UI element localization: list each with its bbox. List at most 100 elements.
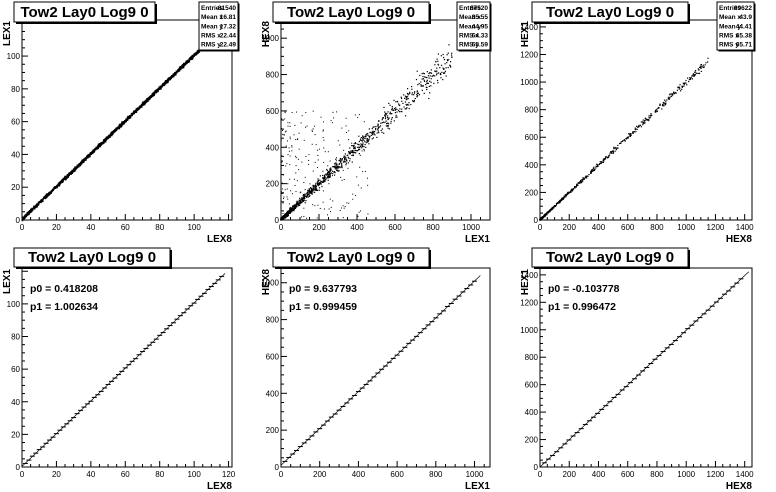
scatter-point — [296, 201, 298, 204]
outlier-point — [283, 133, 285, 135]
scatter-point — [560, 199, 562, 201]
scatter-point — [381, 117, 384, 119]
scatter-point — [641, 121, 644, 123]
scatter-point — [286, 215, 289, 217]
scatter-point — [157, 88, 159, 91]
scatter-point — [325, 178, 327, 181]
scatter-point — [409, 92, 411, 94]
scatter-point — [433, 82, 435, 85]
scatter-point — [673, 91, 675, 93]
outlier-point — [286, 196, 288, 198]
scatter-point — [24, 214, 27, 216]
scatter-point — [565, 195, 567, 197]
scatter-point — [645, 118, 647, 120]
scatter-point — [78, 164, 81, 167]
outlier-point — [357, 215, 359, 217]
scatter-point — [623, 139, 626, 141]
outlier-point — [282, 188, 284, 190]
scatter-point — [62, 177, 65, 180]
x-tick-label: 1000 — [677, 470, 695, 479]
x-axis-label: LEX8 — [207, 481, 232, 492]
scatter-point — [167, 77, 170, 80]
scatter-point — [617, 144, 619, 147]
y-tick-label: 600 — [266, 107, 280, 116]
outlier-point — [289, 125, 291, 127]
scatter-point — [561, 198, 564, 200]
scatter-point — [349, 158, 351, 160]
scatter-point — [322, 180, 324, 182]
scatter-point — [443, 72, 445, 74]
scatter-point — [353, 152, 355, 154]
scatter-point — [540, 218, 542, 220]
scatter-point — [401, 108, 403, 110]
outlier-point — [333, 117, 335, 119]
scatter-point — [552, 207, 554, 209]
scatter-point — [451, 52, 453, 54]
scatter-point — [176, 70, 178, 73]
outlier-point — [287, 125, 289, 127]
outlier-point — [298, 169, 300, 171]
scatter-point — [401, 100, 403, 102]
scatter-point — [318, 187, 321, 189]
scatter-point — [107, 137, 109, 140]
scatter-point — [450, 54, 453, 56]
scatter-point — [702, 64, 704, 66]
scatter-point — [30, 209, 32, 211]
scatter-point — [384, 111, 386, 113]
scatter-point — [435, 60, 437, 63]
outlier-point — [304, 189, 306, 191]
scatter-point — [62, 179, 65, 181]
scatter-point — [321, 185, 323, 188]
outlier-point — [326, 214, 328, 216]
y-tick-label: 1000 — [520, 78, 538, 87]
scatter-point — [408, 107, 410, 110]
scatter-point — [71, 172, 74, 174]
outlier-point — [324, 151, 326, 153]
x-tick-label: 0 — [538, 223, 543, 232]
scatter-point — [357, 146, 359, 148]
scatter-point — [438, 72, 440, 74]
outlier-point — [319, 182, 321, 184]
outlier-point — [306, 125, 308, 127]
scatter-point — [330, 168, 332, 170]
scatter-point — [594, 168, 596, 171]
scatter-point — [391, 107, 393, 109]
scatter-point — [365, 137, 367, 140]
scatter-point — [179, 65, 182, 68]
scatter-point — [591, 169, 593, 171]
scatter-point — [331, 170, 334, 172]
outlier-point — [295, 155, 297, 157]
scatter-point — [694, 74, 696, 76]
outlier-point — [355, 195, 357, 197]
scatter-point — [417, 92, 420, 94]
scatter-point — [351, 152, 354, 154]
outlier-point — [332, 175, 334, 177]
scatter-point — [378, 120, 380, 122]
scatter-point — [285, 215, 287, 217]
scatter-point — [615, 147, 617, 149]
scatter-point — [332, 166, 334, 168]
scatter-point — [358, 148, 360, 150]
stats-value: 44.95 — [472, 23, 489, 30]
scatter-point — [376, 132, 378, 134]
outlier-point — [335, 160, 337, 162]
outlier-point — [320, 116, 322, 118]
scatter-point — [156, 89, 158, 92]
scatter-point — [303, 196, 305, 198]
scatter-point — [614, 150, 616, 152]
scatter-point — [338, 159, 340, 162]
scatter-point — [582, 178, 584, 181]
scatter-point — [315, 189, 317, 191]
scatter-point — [428, 77, 430, 79]
scatter-point — [369, 132, 371, 134]
outlier-point — [301, 115, 303, 117]
scatter-point — [368, 135, 371, 138]
scatter-point — [410, 103, 412, 106]
scatter-point — [427, 82, 429, 85]
scatter-point — [615, 148, 617, 150]
x-tick-label: 800 — [650, 470, 664, 479]
scatter-point — [344, 155, 346, 157]
scatter-point — [681, 88, 683, 90]
scatter-point — [577, 183, 579, 185]
stats-label: Mean x — [719, 14, 741, 21]
